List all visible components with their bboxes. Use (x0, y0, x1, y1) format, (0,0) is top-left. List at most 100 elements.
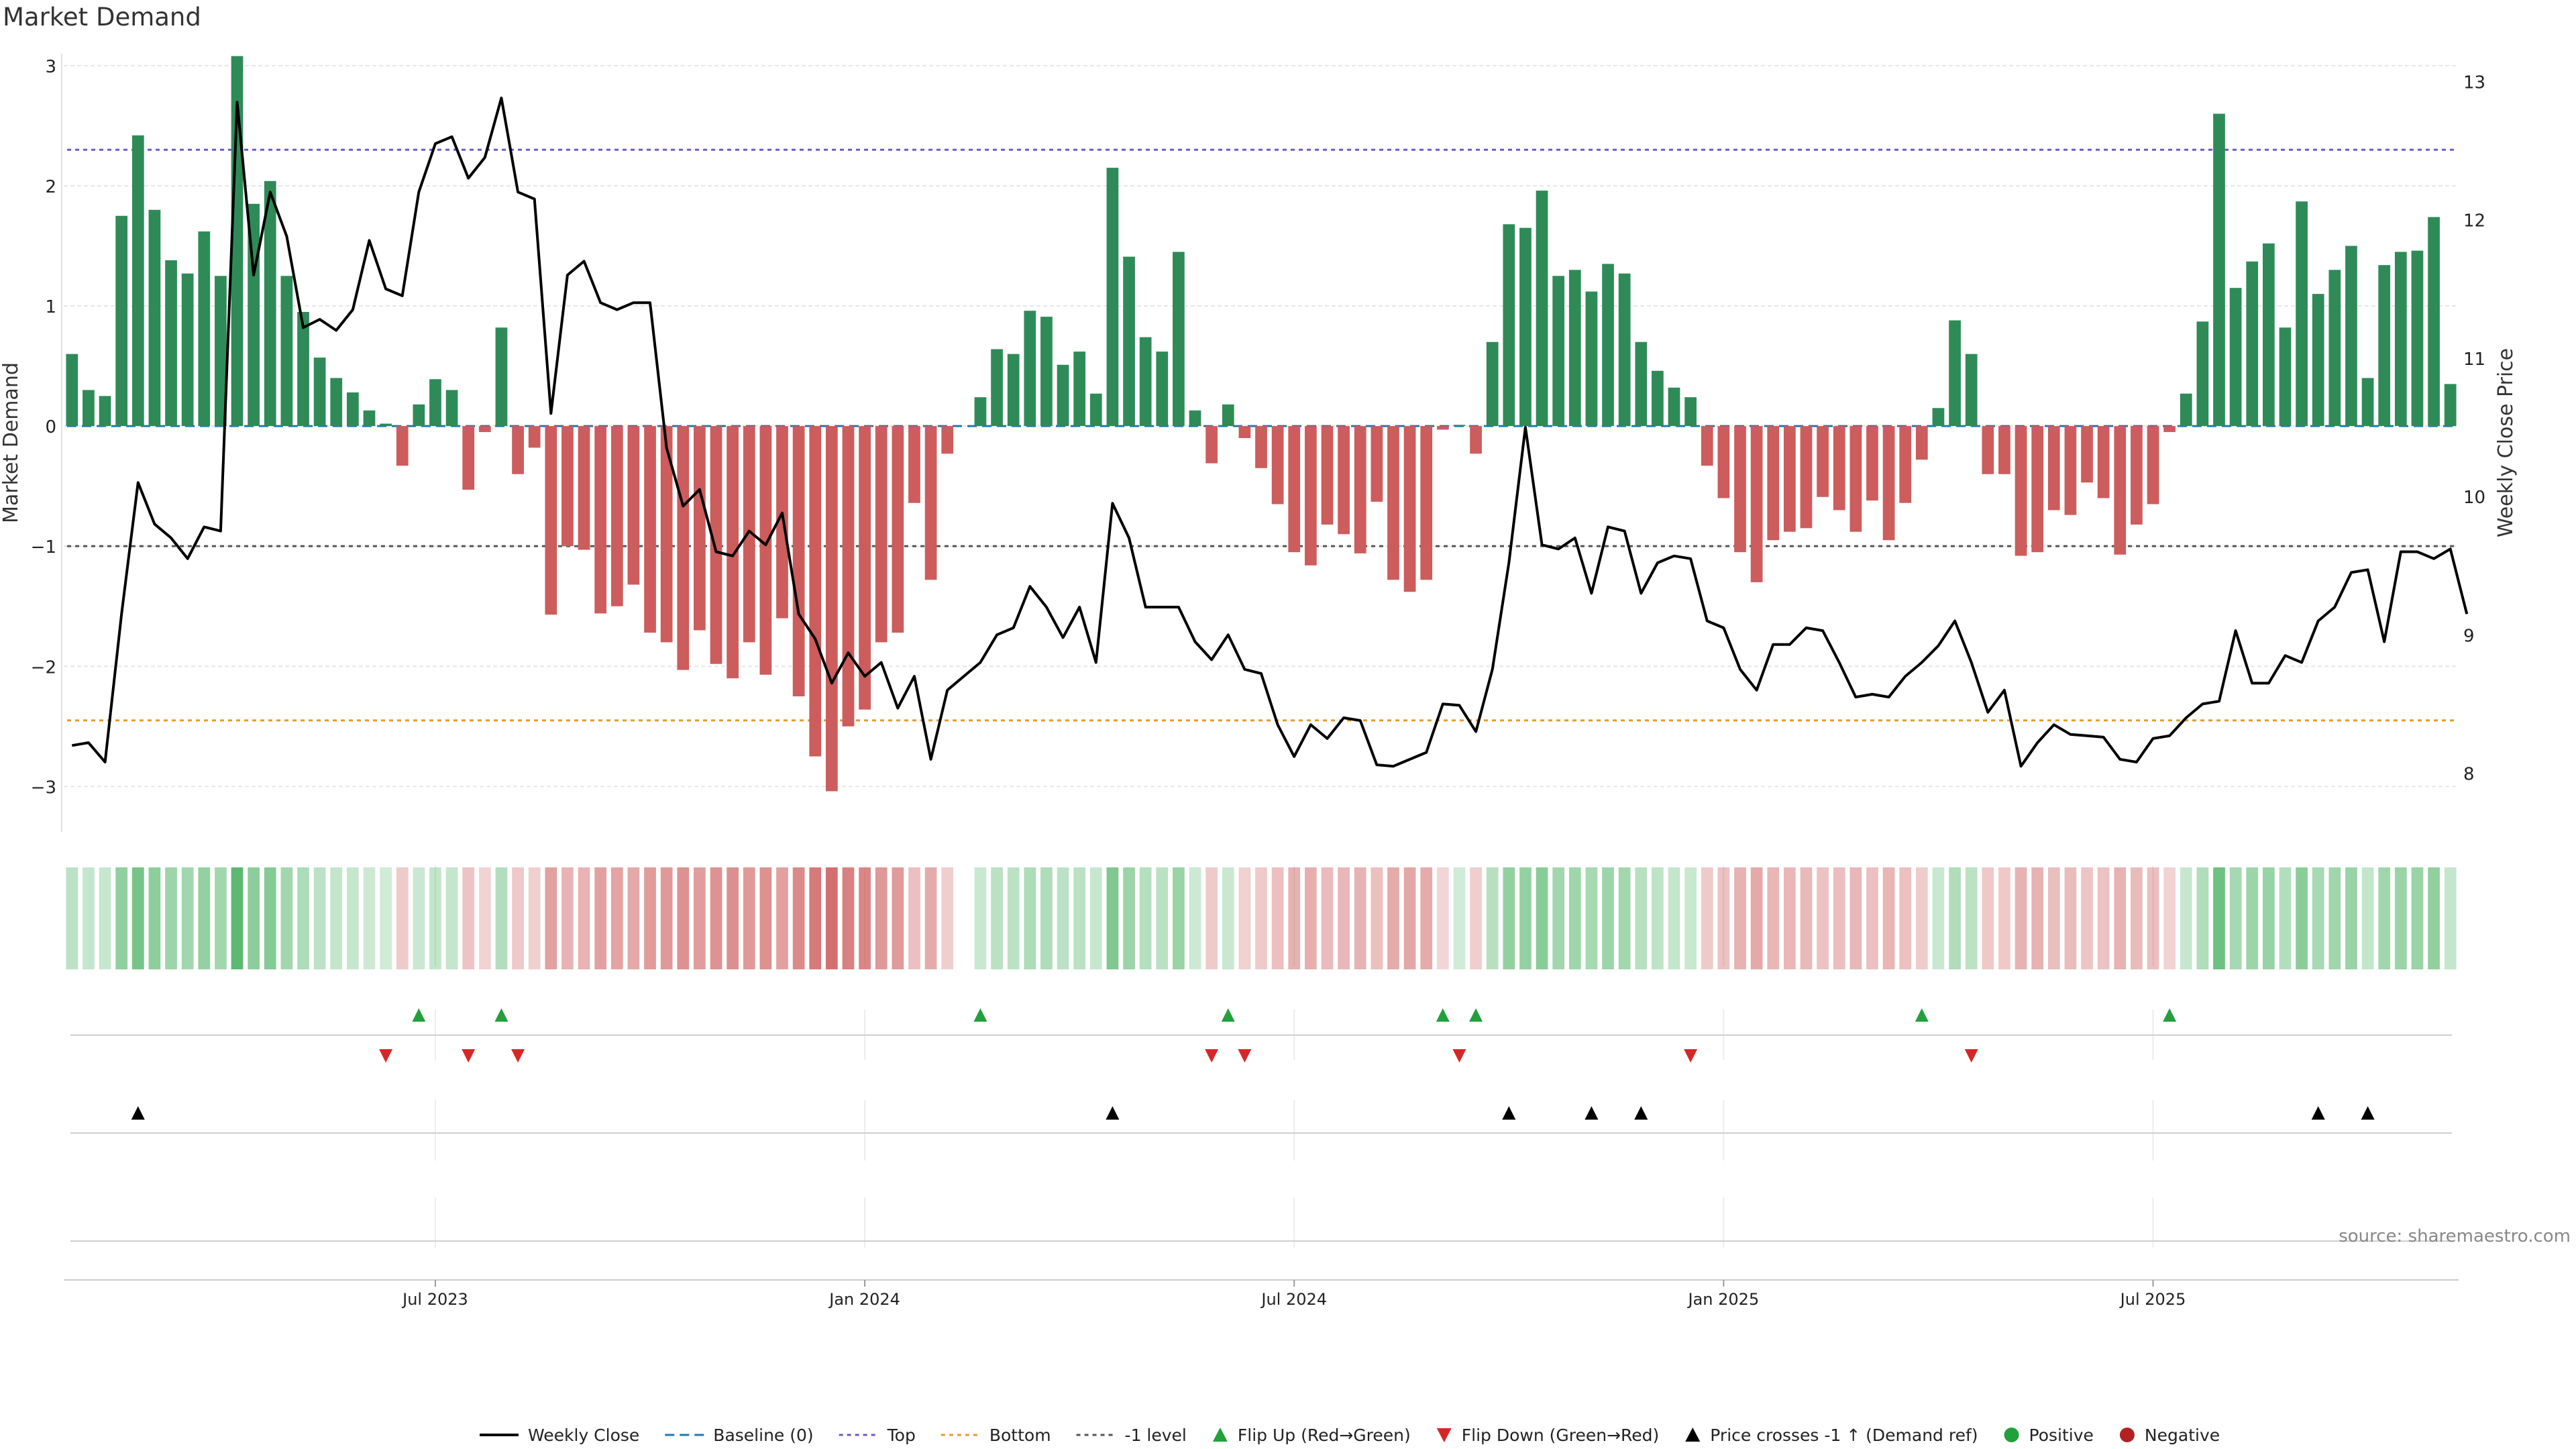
demand-bar (1403, 426, 1416, 592)
flip-up-marker (494, 1008, 508, 1022)
left-tick-label: −2 (31, 657, 56, 678)
heat-cell (743, 867, 755, 969)
heat-cell (1717, 867, 1730, 969)
heat-cell (363, 867, 376, 969)
demand-bar (2097, 426, 2110, 498)
left-tick-label: 1 (45, 297, 56, 317)
demand-bar (280, 276, 293, 427)
legend-swatch-price-cross (1685, 1428, 1701, 1442)
legend-item-flipDown: Flip Down (Green→Red) (1436, 1426, 1659, 1445)
demand-bar (859, 426, 871, 710)
demand-bar (1635, 341, 1648, 427)
x-tick-label: Jan 2025 (1687, 1290, 1760, 1309)
demand-bar (297, 312, 309, 427)
demand-bar (1189, 410, 1201, 427)
heat-cell (280, 867, 293, 969)
heat-cell (1156, 867, 1169, 969)
legend-swatch-flip-down (1436, 1428, 1452, 1442)
heat-cell (2262, 867, 2275, 969)
heat-cell (627, 867, 640, 969)
heat-cell (495, 867, 508, 969)
heat-cell (181, 867, 194, 969)
heat-cell (660, 867, 673, 969)
heat-cell (792, 867, 805, 969)
demand-bar (445, 390, 458, 427)
demand-bar (131, 135, 144, 427)
flip-up-marker (973, 1008, 987, 1022)
demand-bar (462, 426, 475, 490)
heat-cell (2147, 867, 2159, 969)
heat-cell (2361, 867, 2374, 969)
right-tick-label: 11 (2463, 350, 2485, 370)
price-cross-marker (2361, 1106, 2375, 1120)
legend-item-baseline: Baseline (0) (665, 1426, 814, 1445)
heat-cell (66, 867, 78, 969)
demand-bar (1585, 291, 1598, 427)
demand-bar (1602, 264, 1614, 427)
price-cross-marker (1634, 1106, 1648, 1120)
demand-bar (1073, 352, 1086, 427)
demand-bar (1734, 426, 1746, 553)
heat-cell (2196, 867, 2209, 969)
heat-cell (1238, 867, 1251, 969)
heat-cell (1057, 867, 1069, 969)
demand-bar (1321, 426, 1334, 525)
legend-item-minus1: -1 level (1076, 1426, 1187, 1445)
legend: Weekly Close Baseline (0) Top Bottom -1 leve… (480, 1426, 2220, 1445)
heat-cell (1519, 867, 1532, 969)
heat-cell (924, 867, 937, 969)
heat-cell (528, 867, 541, 969)
demand-bars (66, 56, 2457, 792)
heat-cell (1635, 867, 1648, 969)
demand-bar (2361, 378, 2374, 427)
demand-bar (2114, 426, 2127, 555)
flip-down-marker (379, 1049, 393, 1063)
demand-bar (1024, 311, 1036, 427)
price-cross-marker (2311, 1106, 2325, 1120)
price-line-layer (71, 97, 2469, 768)
heat-cell (2213, 867, 2225, 969)
demand-bar (2047, 426, 2060, 511)
demand-bar (2163, 426, 2176, 433)
demand-bar (1371, 426, 1383, 502)
legend-item-positive: Positive (2004, 1426, 2094, 1445)
demand-bar (1255, 426, 1267, 468)
heat-cell (165, 867, 177, 969)
heat-cell (1139, 867, 1152, 969)
weekly-close-line (71, 97, 2469, 768)
demand-bar (792, 426, 805, 697)
heat-cell (1271, 867, 1284, 969)
heat-cell (2163, 867, 2176, 969)
reference-levels (67, 148, 2455, 722)
heat-cell (610, 867, 623, 969)
demand-bar (1998, 426, 2010, 474)
demand-bar (1387, 426, 1399, 580)
right-tick-label: 12 (2463, 211, 2485, 231)
demand-bar (1089, 393, 1102, 427)
flip-down-marker (1452, 1049, 1466, 1063)
heat-cell (2047, 867, 2060, 969)
demand-bar (1866, 426, 1878, 501)
heat-cell (83, 867, 95, 969)
demand-bar (313, 358, 326, 427)
legend-label: Positive (2029, 1426, 2094, 1445)
heat-cell (578, 867, 590, 969)
heat-cell (248, 867, 260, 969)
heat-cell (148, 867, 161, 969)
demand-bar (215, 276, 227, 427)
demand-bar (1486, 341, 1499, 427)
heat-cell (2296, 867, 2308, 969)
heat-cell (1982, 867, 1994, 969)
flip-down-marker (1684, 1049, 1698, 1063)
heat-cell (1750, 867, 1763, 969)
legend-item-cross: Price crosses -1 ↑ (Demand ref) (1685, 1426, 1978, 1445)
heat-cell (1338, 867, 1350, 969)
demand-bar (2378, 265, 2391, 427)
heat-cell (1470, 867, 1482, 969)
x-tick-label: Jan 2024 (828, 1290, 900, 1309)
heat-cell (1668, 867, 1680, 969)
heat-cell (1882, 867, 1895, 969)
demand-bar (115, 215, 128, 427)
